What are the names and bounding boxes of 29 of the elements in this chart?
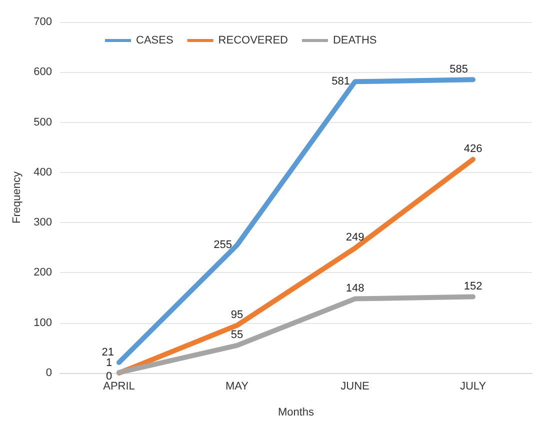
y-tick-label: 600 (34, 66, 52, 78)
x-tick-label: JUNE (340, 380, 370, 392)
data-label: 0 (106, 370, 112, 382)
data-label: 152 (464, 280, 482, 292)
data-label: 55 (230, 328, 244, 341)
y-tick-label: 0 (46, 367, 52, 379)
y-tick-label: 500 (34, 116, 52, 128)
y-tick-label: 400 (34, 166, 52, 178)
data-label: 255 (214, 239, 232, 252)
data-label: 95 (230, 308, 244, 321)
data-label: 249 (346, 232, 364, 244)
x-tick-label: JULY (460, 380, 487, 392)
data-label: 581 (332, 76, 350, 88)
x-axis-title: Months (278, 406, 315, 418)
y-tick-label: 100 (34, 316, 52, 329)
y-axis-title: Frequency (11, 171, 24, 224)
x-tick-label: APRIL (103, 380, 135, 392)
data-label: 148 (346, 282, 364, 294)
legend-label: CASES (136, 34, 174, 46)
y-tick-label: 200 (34, 266, 52, 279)
data-label: 585 (450, 64, 468, 76)
legend-label: DEATHS (332, 34, 377, 46)
x-tick-label: MAY (225, 380, 250, 392)
y-tick-label: 300 (34, 216, 52, 229)
legend-label: RECOVERED (218, 34, 288, 46)
data-label: 426 (464, 142, 482, 155)
data-label: 21 (102, 346, 114, 358)
data-label: 1 (106, 357, 112, 369)
y-tick-label: 700 (34, 16, 52, 28)
